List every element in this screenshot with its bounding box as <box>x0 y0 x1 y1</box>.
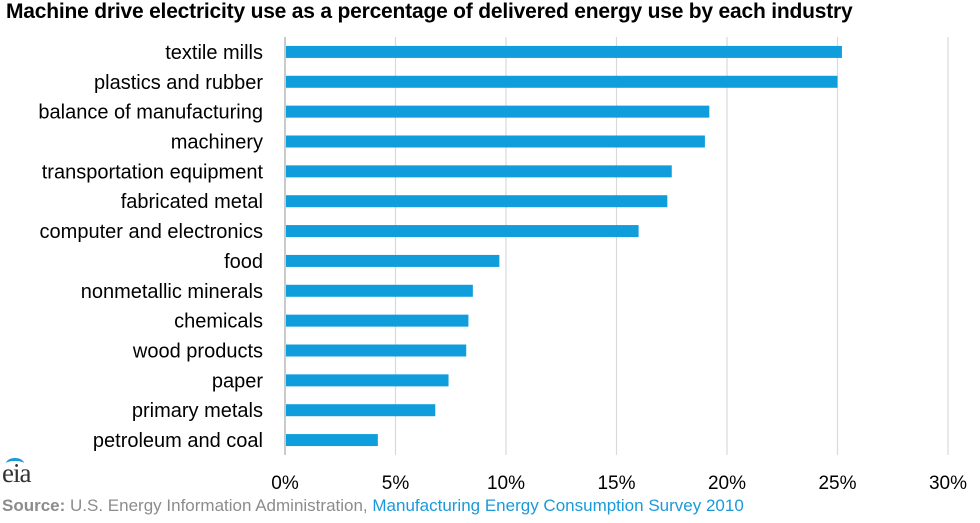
logo-swoosh-icon <box>6 458 24 469</box>
bar <box>286 165 672 178</box>
bar <box>286 45 842 58</box>
source-label: Source: <box>2 496 66 515</box>
gridlines <box>284 37 949 455</box>
source-text: U.S. Energy Information Administration, <box>65 496 373 515</box>
eia-logo[interactable]: eia <box>2 458 32 488</box>
category-label: computer and electronics <box>40 221 263 243</box>
bar <box>286 75 838 88</box>
x-tick-label: 0% <box>271 473 299 494</box>
x-tick-label: 25% <box>818 473 856 494</box>
category-label: food <box>224 251 263 273</box>
category-label: machinery <box>171 132 263 154</box>
bar <box>286 225 639 238</box>
bar <box>286 434 378 447</box>
bar <box>286 314 469 327</box>
category-label: primary metals <box>132 400 263 422</box>
category-label: wood products <box>132 341 263 363</box>
category-label: petroleum and coal <box>93 430 263 452</box>
x-tick-label: 5% <box>382 473 410 494</box>
source-link[interactable]: Manufacturing Energy Consumption Survey … <box>372 496 744 515</box>
bar <box>286 195 668 208</box>
bars <box>286 45 842 447</box>
bar <box>286 404 436 417</box>
bar <box>286 105 710 118</box>
category-labels: textile mills plastics and rubber balance … <box>38 42 263 452</box>
category-label: chemicals <box>174 311 263 333</box>
category-label: plastics and rubber <box>94 72 263 94</box>
category-label: nonmetallic minerals <box>81 281 263 303</box>
bar <box>286 254 500 267</box>
x-tick-labels: 0% 5% 10% 15% 20% 25% 30% <box>271 473 967 494</box>
category-label: textile mills <box>165 42 263 64</box>
category-label: transportation equipment <box>42 161 264 183</box>
category-label: balance of manufacturing <box>38 102 263 124</box>
x-tick-label: 10% <box>487 473 525 494</box>
bar <box>286 284 473 297</box>
x-tick-label: 15% <box>597 473 635 494</box>
bar <box>286 135 705 148</box>
bar <box>286 344 467 357</box>
x-tick-label: 30% <box>929 473 967 494</box>
category-label: fabricated metal <box>121 191 263 213</box>
bar <box>286 374 449 387</box>
category-label: paper <box>212 370 263 392</box>
x-tick-label: 20% <box>708 473 746 494</box>
chart-title: Machine drive electricity use as a perce… <box>6 0 853 23</box>
source-note: Source: U.S. Energy Information Administ… <box>2 496 744 516</box>
